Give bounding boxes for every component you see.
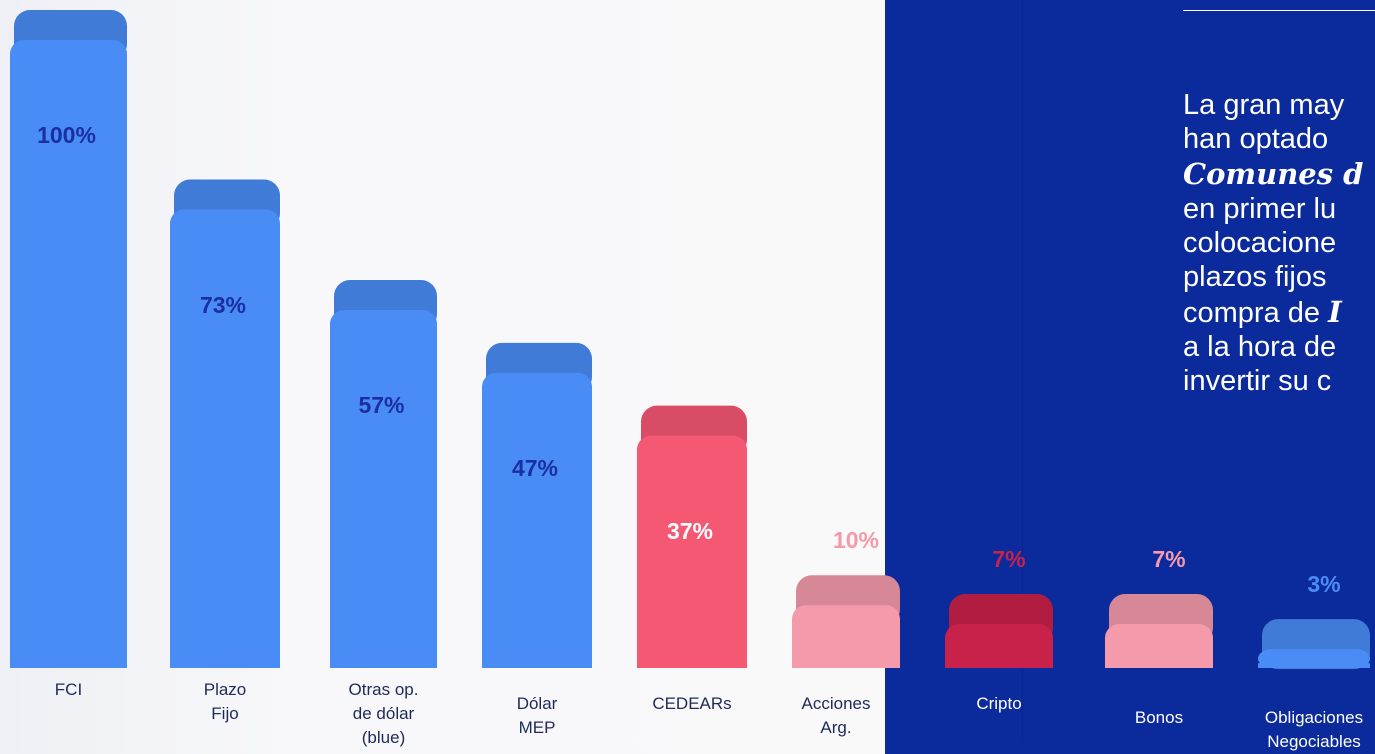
panel-rule — [1183, 10, 1375, 11]
value-label: 7% — [992, 546, 1026, 573]
bar-base — [1105, 638, 1213, 668]
value-label: 10% — [832, 527, 880, 554]
text: han optado — [1183, 123, 1329, 156]
panel-divider — [1022, 0, 1023, 742]
side-text: La gran may han optado Comunes d en primer … — [1183, 88, 1363, 399]
category-label: CEDEARs — [652, 694, 732, 713]
text-line: invertir su c — [1183, 364, 1363, 398]
category-label: Obligaciones Negociables — [1264, 708, 1364, 751]
category-label: Bonos — [1134, 708, 1184, 727]
bar-base — [10, 54, 127, 668]
bar-base — [482, 386, 592, 668]
category-label: Cripto — [976, 694, 1022, 713]
value-label: 37% — [666, 517, 714, 544]
bar-base — [1258, 663, 1370, 668]
text-line: compra de I — [1183, 295, 1363, 330]
value-label: 3% — [1307, 571, 1341, 598]
text-line: colocacione — [1183, 226, 1363, 260]
bar-base — [945, 638, 1053, 668]
text: a la hora de — [1183, 331, 1337, 364]
text-line: plazos fijos — [1183, 260, 1363, 294]
text: en primer lu — [1183, 192, 1337, 225]
text: invertir su c — [1183, 365, 1332, 398]
text-line: han optado — [1183, 122, 1363, 156]
emphasis: Comunes d — [1183, 156, 1364, 191]
value-label: 57% — [358, 392, 405, 419]
text-line: a la hora de — [1183, 330, 1363, 364]
text-line: La gran may — [1183, 88, 1363, 122]
text: La gran may — [1183, 89, 1345, 121]
emphasis: I — [1328, 294, 1342, 329]
text-line: en primer lu — [1183, 192, 1363, 226]
category-label: Plazo Fijo — [203, 680, 247, 723]
category-label: Otras op. de dólar (blue) — [348, 680, 419, 747]
value-label: 47% — [511, 454, 559, 481]
category-label: Dólar MEP — [516, 694, 558, 737]
value-label: 7% — [1152, 546, 1186, 573]
category-label: Acciones Arg. — [801, 694, 871, 737]
value-label: 100% — [37, 122, 96, 148]
text: compra de — [1183, 296, 1329, 329]
bar-base — [637, 449, 747, 668]
text-line: Comunes d — [1183, 157, 1363, 192]
bar-base — [330, 324, 437, 668]
bar-base — [792, 619, 900, 668]
text: plazos fijos — [1183, 261, 1327, 294]
value-label: 73% — [199, 291, 247, 318]
text: colocacione — [1183, 227, 1337, 260]
category-label: FCI — [54, 680, 83, 699]
bar-base — [170, 223, 280, 668]
